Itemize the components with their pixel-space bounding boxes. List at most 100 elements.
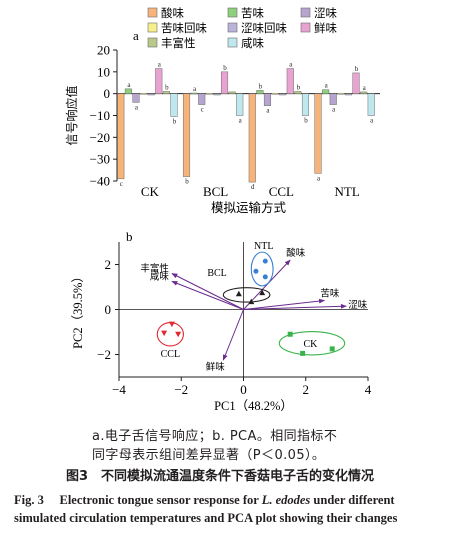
legend-label-涩味: 涩味 bbox=[314, 6, 337, 20]
bar-CK-苦味 bbox=[124, 88, 132, 94]
group-point-NTL bbox=[262, 274, 268, 280]
bar-CCL-涩味回味 bbox=[279, 93, 287, 96]
bar-BCL-咸味 bbox=[236, 93, 244, 116]
pca-y-tick-label: 2 bbox=[105, 257, 112, 272]
bar-BCL-酸味 bbox=[182, 93, 191, 177]
bar-NTL-咸味 bbox=[367, 93, 375, 116]
bar-CCL-苦味 bbox=[256, 90, 264, 94]
figure-caption-en-line-1: Fig. 3 Electronic tongue sensor response… bbox=[14, 489, 395, 508]
group-ellipse-NTL bbox=[250, 251, 274, 287]
legend-swatch-涩味回味 bbox=[227, 22, 238, 33]
x-category-label: CCL bbox=[269, 184, 294, 199]
legend-label-涩味回味: 涩味回味 bbox=[241, 21, 287, 35]
pca-y-axis-title: PC2（39.5%） bbox=[71, 270, 85, 349]
legend-swatch-鲜味 bbox=[300, 22, 311, 33]
significance-letter: b bbox=[165, 83, 169, 91]
significance-letter: b bbox=[304, 117, 308, 125]
panel-label-b: b bbox=[126, 229, 133, 244]
bar-NTL-苦味回味 bbox=[337, 92, 345, 95]
legend-label-酸味: 酸味 bbox=[161, 6, 184, 20]
bar-NTL-丰富性 bbox=[360, 91, 368, 94]
y-tick-label: −20 bbox=[90, 130, 110, 145]
group-label-CCL: CCL bbox=[161, 349, 180, 360]
significance-letter: b bbox=[259, 82, 263, 90]
loading-label-咸味: 咸味 bbox=[150, 270, 170, 282]
significance-letter: a bbox=[363, 84, 367, 92]
group-point-BCL bbox=[259, 289, 266, 296]
x-axis-title: 模拟运输方式 bbox=[211, 200, 287, 215]
caption-en-part: under different bbox=[310, 493, 395, 507]
significance-letter: a bbox=[158, 61, 162, 69]
legend-label-咸味: 咸味 bbox=[241, 36, 264, 50]
x-category-label: BCL bbox=[203, 184, 228, 199]
significance-letter: a bbox=[289, 61, 293, 69]
legend-label-鲜味: 鲜味 bbox=[314, 21, 337, 35]
y-tick-label: −10 bbox=[90, 108, 110, 123]
loading-label-丰富性: 丰富性 bbox=[140, 263, 169, 275]
legend-swatch-涩味 bbox=[300, 7, 311, 18]
legend-label-苦味: 苦味 bbox=[241, 6, 264, 20]
figure-caption-en-line-2: simulated circulation temperatures and P… bbox=[14, 511, 398, 525]
bar-BCL-苦味回味 bbox=[205, 92, 213, 95]
bar-BCL-涩味回味 bbox=[213, 93, 221, 96]
loading-label-鲜味: 鲜味 bbox=[206, 361, 226, 373]
bar-chart-panel-a: −40 −30 −20 −10 0 10 20 信号响应值 a c a a a b b CK b a c b a BCL d… bbox=[64, 6, 380, 215]
bar-CCL-鲜味 bbox=[286, 68, 294, 94]
bar-BCL-涩味 bbox=[198, 93, 206, 105]
y-tick-label: 0 bbox=[104, 86, 111, 101]
caption-en-species: L. edodes bbox=[261, 493, 311, 507]
group-label-NTL: NTL bbox=[254, 241, 273, 252]
legend-swatch-酸味 bbox=[147, 7, 158, 18]
loading-arrow-咸味 bbox=[171, 280, 244, 310]
group-point-CCL bbox=[161, 330, 168, 337]
y-tick-label: −40 bbox=[90, 174, 110, 189]
legend-swatch-咸味 bbox=[227, 37, 238, 48]
loading-arrow-丰富性 bbox=[171, 273, 244, 310]
x-category-label: NTL bbox=[334, 184, 359, 199]
significance-letter: a bbox=[325, 82, 329, 90]
significance-letter: a bbox=[317, 174, 321, 182]
significance-letter: c bbox=[201, 106, 204, 114]
bar-CK-咸味 bbox=[170, 93, 178, 117]
figure-note-line-1: a.电子舌信号响应；b. PCA。相同指标不 bbox=[92, 429, 338, 444]
y-axis-title: 信号响应值 bbox=[64, 85, 79, 145]
significance-letter: c bbox=[120, 180, 123, 188]
significance-letter: a bbox=[193, 85, 197, 93]
significance-letter: a bbox=[239, 117, 243, 125]
group-point-CK bbox=[329, 346, 335, 352]
bar-NTL-鲜味 bbox=[352, 72, 360, 94]
bar-NTL-涩味回味 bbox=[344, 93, 352, 96]
group-ellipse-BCL bbox=[222, 287, 271, 303]
x-category-label: CK bbox=[141, 184, 160, 199]
loading-arrow-鲜味 bbox=[222, 309, 244, 361]
group-point-NTL bbox=[253, 268, 259, 274]
bar-BCL-苦味 bbox=[190, 92, 198, 95]
group-label-BCL: BCL bbox=[207, 268, 226, 279]
pca-y-tick-label: −2 bbox=[97, 347, 111, 362]
significance-letter: a bbox=[332, 106, 336, 114]
group-point-CK bbox=[287, 331, 293, 337]
bar-NTL-涩味 bbox=[329, 93, 337, 105]
figure-caption-cn: 图3 不同模拟流通温度条件下香菇电子舌的变化情况 bbox=[66, 469, 375, 484]
bar-CK-涩味回味 bbox=[147, 93, 155, 96]
group-point-CCL bbox=[175, 331, 182, 338]
significance-letter: b bbox=[355, 65, 359, 73]
bar-CCL-咸味 bbox=[301, 93, 310, 116]
group-point-BCL bbox=[248, 298, 255, 305]
y-tick-label: 10 bbox=[97, 64, 110, 79]
pca-x-axis-title: PC1（48.2%） bbox=[214, 399, 293, 413]
pca-x-tick-label: 4 bbox=[365, 382, 372, 397]
bar-CCL-苦味回味 bbox=[271, 92, 279, 95]
bar-CK-鲜味 bbox=[155, 68, 163, 94]
panel-label-a: a bbox=[133, 28, 139, 43]
pca-x-tick-label: −2 bbox=[174, 382, 188, 397]
significance-letter: b bbox=[297, 83, 301, 91]
bar-CCL-酸味 bbox=[248, 93, 256, 183]
significance-letter: a bbox=[370, 117, 374, 125]
significance-letter: b bbox=[173, 118, 177, 126]
legend-label-苦味回味: 苦味回味 bbox=[161, 21, 207, 35]
figure-note-line-2: 同字母表示组间差异显著（P＜0.05）。 bbox=[92, 448, 326, 463]
y-tick-label: −30 bbox=[90, 152, 110, 167]
legend-swatch-苦味 bbox=[227, 7, 238, 18]
